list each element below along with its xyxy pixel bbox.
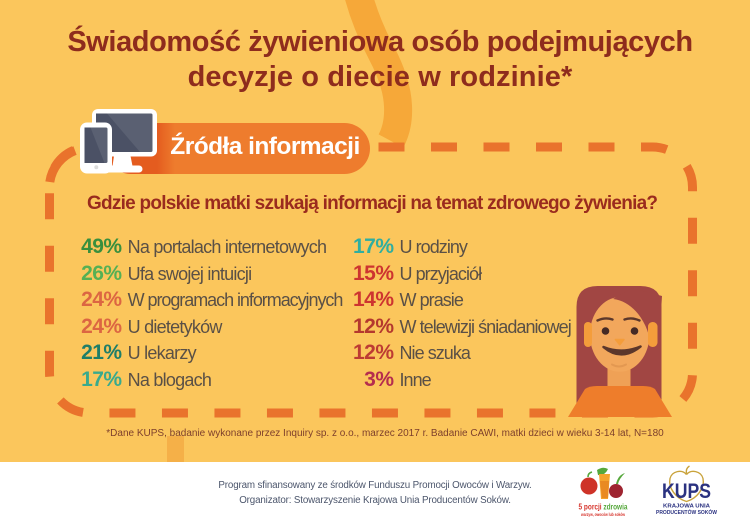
svg-text:PRODUCENTÓW SOKÓW: PRODUCENTÓW SOKÓW	[656, 508, 717, 516]
svg-text:warzyw, owoców lub soków: warzyw, owoców lub soków	[580, 512, 625, 517]
svg-text:KUPS: KUPS	[662, 480, 711, 503]
svg-text:KRAJOWA UNIA: KRAJOWA UNIA	[663, 504, 710, 510]
svg-text:5 porcji zdrowia: 5 porcji zdrowia	[579, 503, 628, 512]
